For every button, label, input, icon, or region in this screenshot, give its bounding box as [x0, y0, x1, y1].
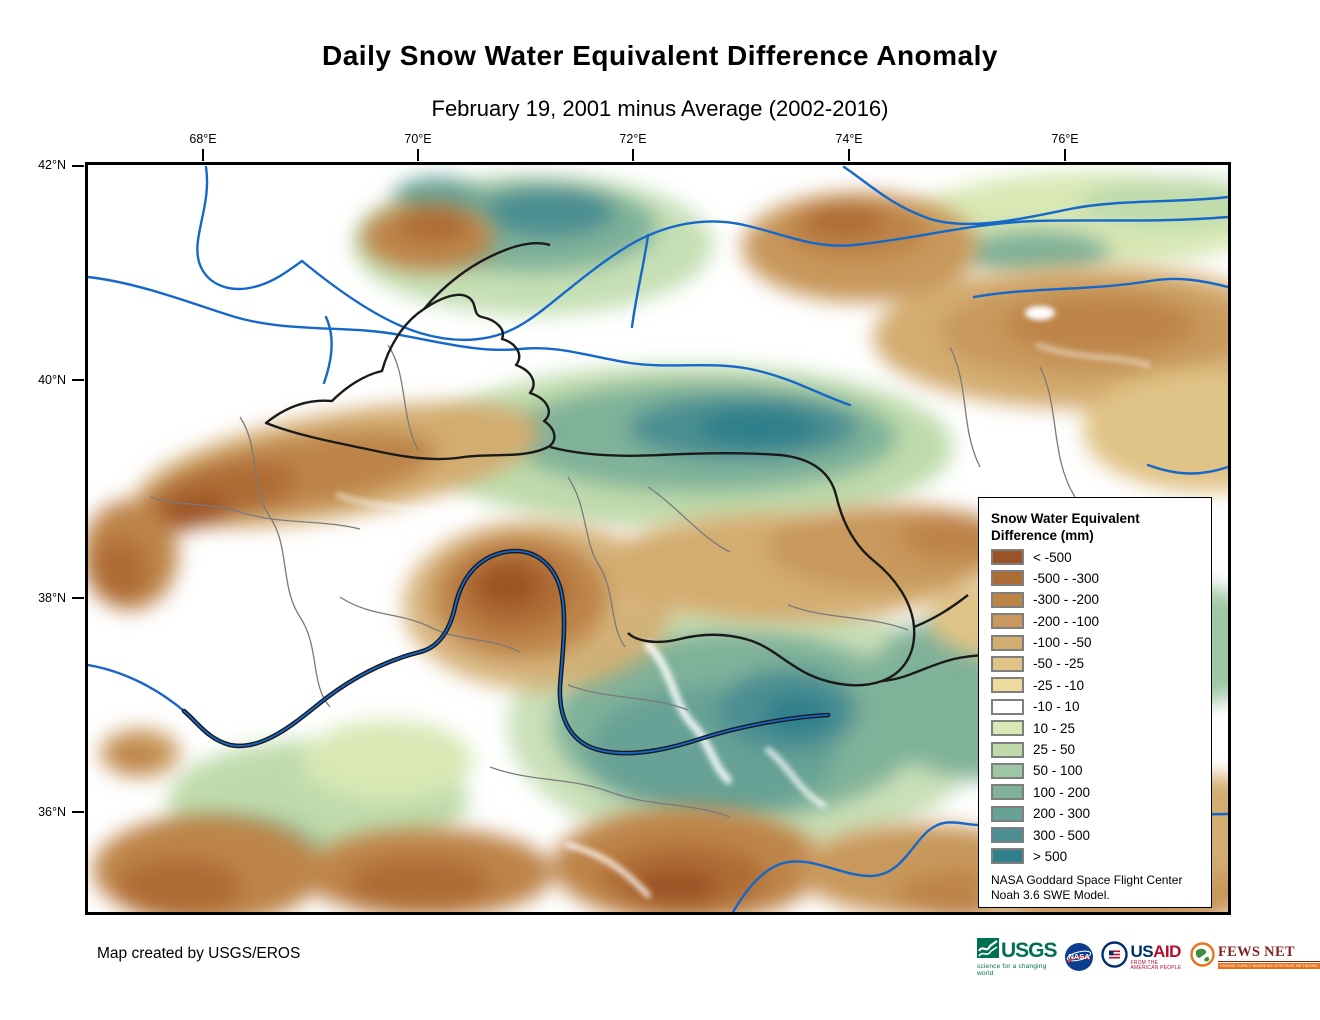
- longitude-tick-label: 72°E: [619, 132, 647, 146]
- legend-class-label: -300 - -200: [1033, 592, 1100, 608]
- legend-item: -50 - -25: [991, 655, 1203, 672]
- legend-items: < -500 -500 - -300 -300 - -200 -200 - -100 -…: [991, 549, 1203, 865]
- nasa-logo: NASA: [1064, 942, 1094, 972]
- legend-credit: NASA Goddard Space Flight Center Noah 3.…: [991, 873, 1203, 903]
- legend-item: 25 - 50: [991, 741, 1203, 758]
- country-borders: [264, 242, 1045, 687]
- legend-class-label: 100 - 200: [1033, 784, 1091, 800]
- basin-borders: [149, 344, 1076, 818]
- legend-class-label: 200 - 300: [1033, 806, 1091, 822]
- longitude-tick-label: 70°E: [404, 132, 432, 146]
- legend-class-label: -25 - -10: [1033, 677, 1085, 693]
- legend-title-line2: Difference (mm): [991, 528, 1094, 543]
- legend-swatch: [991, 634, 1024, 651]
- legend-swatch: [991, 805, 1024, 822]
- legend-swatch: [991, 613, 1024, 630]
- longitude-tick-label: 76°E: [1051, 132, 1079, 146]
- usgs-tagline: science for a changing world: [977, 963, 1047, 977]
- legend-class-label: 10 - 25: [1033, 720, 1076, 736]
- latitude-tick: [72, 379, 84, 381]
- usaid-wordmark-us: US: [1130, 942, 1154, 961]
- longitude-tick: [1064, 149, 1066, 161]
- legend-class-label: 50 - 100: [1033, 763, 1083, 779]
- longitude-tick: [848, 149, 850, 161]
- legend-class-label: -50 - -25: [1033, 656, 1085, 672]
- legend-class-label: -10 - 10: [1033, 699, 1080, 715]
- usgs-wordmark: USGS: [1001, 938, 1058, 962]
- legend-item: -10 - 10: [991, 698, 1203, 715]
- usgs-wave-icon: [977, 937, 999, 963]
- legend-class-label: > 500: [1033, 848, 1068, 864]
- legend-class-label: 25 - 50: [1033, 742, 1076, 758]
- legend-swatch: [991, 698, 1024, 715]
- map-author-credit: Map created by USGS/EROS: [97, 945, 301, 962]
- legend-class-label: < -500: [1033, 549, 1072, 565]
- latitude-tick: [72, 811, 84, 813]
- legend-item: 100 - 200: [991, 784, 1203, 801]
- valley-texture: [335, 306, 1151, 898]
- legend-item: < -500: [991, 549, 1203, 565]
- legend-item: -25 - -10: [991, 677, 1203, 694]
- map-legend: Snow Water Equivalent Difference (mm) < …: [978, 497, 1212, 908]
- legend-swatch: [991, 549, 1024, 565]
- longitude-tick-label: 74°E: [835, 132, 863, 146]
- legend-item: -300 - -200: [991, 591, 1203, 608]
- latitude-tick: [72, 165, 84, 167]
- fews-tagline-bar: FAMINE EARLY WARNING SYSTEMS NETWORK: [1217, 963, 1320, 969]
- legend-credit-line2: Noah 3.6 SWE Model.: [991, 888, 1110, 903]
- legend-title-line1: Snow Water Equivalent: [991, 511, 1140, 526]
- legend-swatch: [991, 655, 1024, 672]
- legend-title: Snow Water Equivalent Difference (mm): [991, 510, 1203, 544]
- usgs-logo: USGS science for a changing world: [977, 937, 1058, 977]
- usaid-seal-icon: [1100, 941, 1128, 973]
- usaid-wordmark-aid: AID: [1153, 942, 1181, 961]
- legend-item: 10 - 25: [991, 720, 1203, 737]
- legend-swatch: [991, 784, 1024, 801]
- rivers: [88, 165, 1228, 912]
- latitude-tick-label: 36°N: [38, 805, 66, 819]
- nasa-wordmark: NASA: [1068, 952, 1090, 961]
- legend-swatch: [991, 762, 1024, 779]
- legend-swatch: [991, 827, 1024, 844]
- fews-net-logo: FEWS NET FAMINE EARLY WARNING SYSTEMS NE…: [1190, 942, 1320, 972]
- latitude-tick-label: 42°N: [38, 158, 66, 172]
- border-river: [181, 548, 831, 756]
- usaid-tagline: FROM THE AMERICAN PEOPLE: [1130, 960, 1182, 971]
- legend-swatch: [991, 741, 1024, 758]
- page-title: Daily Snow Water Equivalent Difference A…: [322, 40, 998, 71]
- page-subtitle: February 19, 2001 minus Average (2002-20…: [431, 96, 889, 121]
- legend-swatch: [991, 677, 1024, 694]
- longitude-tick: [417, 149, 419, 161]
- usaid-logo: USAID FROM THE AMERICAN PEOPLE: [1100, 941, 1183, 973]
- fews-globe-icon: [1190, 942, 1215, 972]
- map-frame: Snow Water Equivalent Difference (mm) < …: [38, 132, 1231, 915]
- legend-swatch: [991, 570, 1024, 587]
- legend-item: -200 - -100: [991, 613, 1203, 630]
- legend-class-label: -200 - -100: [1033, 613, 1100, 629]
- longitude-tick: [202, 149, 204, 161]
- longitude-tick-label: 68°E: [189, 132, 217, 146]
- latitude-tick: [72, 597, 84, 599]
- legend-item: 300 - 500: [991, 827, 1203, 844]
- longitude-tick: [632, 149, 634, 161]
- legend-item: -500 - -300: [991, 570, 1203, 587]
- latitude-tick-label: 40°N: [38, 373, 66, 387]
- legend-item: > 500: [991, 848, 1203, 865]
- legend-class-label: -100 - -50: [1033, 635, 1092, 651]
- legend-swatch: [991, 848, 1024, 865]
- legend-item: 50 - 100: [991, 762, 1203, 779]
- legend-class-label: -500 - -300: [1033, 570, 1100, 586]
- legend-credit-line1: NASA Goddard Space Flight Center: [991, 873, 1183, 888]
- legend-item: 200 - 300: [991, 805, 1203, 822]
- logo-strip: USGS science for a changing world NASA U…: [977, 937, 1320, 977]
- legend-swatch: [991, 720, 1024, 737]
- legend-item: -100 - -50: [991, 634, 1203, 651]
- legend-class-label: 300 - 500: [1033, 827, 1091, 843]
- legend-swatch: [991, 591, 1024, 608]
- latitude-tick-label: 38°N: [38, 591, 66, 605]
- fews-wordmark: FEWS NET: [1217, 945, 1320, 962]
